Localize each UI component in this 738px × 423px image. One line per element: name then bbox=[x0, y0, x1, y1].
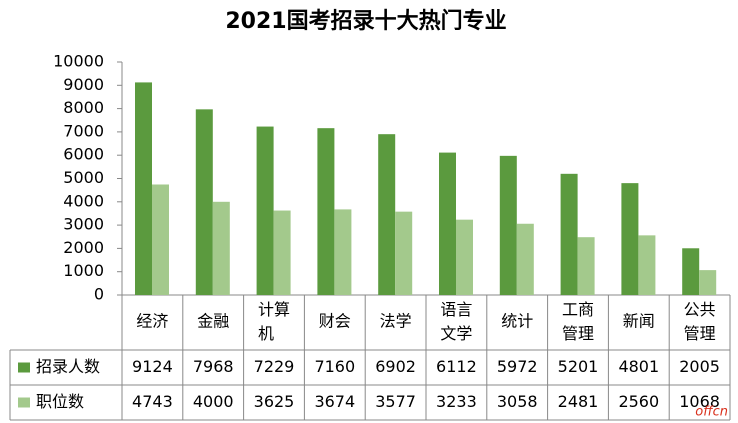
bar bbox=[135, 82, 152, 295]
bar bbox=[577, 237, 595, 295]
x-tick-label: 财会 bbox=[319, 312, 351, 331]
y-tick-label: 3000 bbox=[63, 215, 104, 234]
y-tick-label: 5000 bbox=[63, 168, 104, 187]
y-tick-label: 10000 bbox=[53, 52, 104, 71]
label-line: 工商 bbox=[562, 300, 594, 319]
label-line: 语言 bbox=[440, 300, 472, 319]
y-tick-label: 7000 bbox=[63, 121, 104, 140]
table-value: 4743 bbox=[132, 392, 173, 411]
table-value: 4801 bbox=[618, 357, 659, 376]
bar bbox=[682, 248, 700, 295]
label-line: 计算 bbox=[258, 300, 290, 319]
y-tick-label: 0 bbox=[94, 285, 104, 304]
table-value: 3233 bbox=[436, 392, 477, 411]
table-value: 7160 bbox=[314, 357, 355, 376]
bar bbox=[334, 209, 352, 295]
table-value: 6112 bbox=[436, 357, 477, 376]
label-line: 管理 bbox=[562, 324, 594, 343]
label-line: 管理 bbox=[684, 324, 716, 343]
x-tick-label: 工商管理 bbox=[562, 300, 594, 343]
legend-label: 招录人数 bbox=[36, 357, 100, 376]
bar bbox=[256, 126, 274, 295]
label-line: 公共 bbox=[684, 300, 716, 319]
table-value: 5201 bbox=[558, 357, 599, 376]
table-value: 9124 bbox=[132, 357, 173, 376]
table-value: 2560 bbox=[618, 392, 659, 411]
bar bbox=[638, 235, 656, 295]
x-tick-label: 新闻 bbox=[623, 312, 655, 331]
bar bbox=[152, 184, 169, 295]
table-value: 4000 bbox=[193, 392, 234, 411]
table-value: 1068 bbox=[679, 392, 720, 411]
y-tick-label: 4000 bbox=[63, 191, 104, 210]
table-value: 5972 bbox=[497, 357, 538, 376]
bar bbox=[516, 223, 534, 295]
x-tick-label: 法学 bbox=[380, 312, 412, 331]
label-line: 文学 bbox=[440, 324, 472, 343]
table-value: 3058 bbox=[497, 392, 538, 411]
y-tick-label: 9000 bbox=[63, 75, 104, 94]
chart-title: 2021国考招录十大热门专业 bbox=[225, 8, 506, 34]
table-value: 7229 bbox=[254, 357, 295, 376]
bar bbox=[621, 183, 639, 295]
bar bbox=[195, 109, 213, 295]
bar bbox=[456, 219, 473, 295]
y-tick-label: 6000 bbox=[63, 145, 104, 164]
table-value: 2005 bbox=[679, 357, 720, 376]
y-tick-label: 8000 bbox=[63, 98, 104, 117]
y-tick-label: 2000 bbox=[63, 238, 104, 257]
x-tick-label: 公共管理 bbox=[684, 300, 716, 343]
x-tick-label: 语言文学 bbox=[440, 300, 472, 343]
table-value: 6902 bbox=[375, 357, 416, 376]
legend-swatch bbox=[18, 362, 30, 373]
x-tick-label: 计算机 bbox=[258, 300, 290, 343]
watermark: offcn bbox=[695, 405, 728, 420]
bar bbox=[212, 201, 230, 295]
bar bbox=[395, 211, 413, 295]
x-tick-label: 金融 bbox=[197, 312, 229, 331]
legend-swatch bbox=[18, 397, 30, 408]
bar bbox=[699, 270, 717, 295]
x-tick-label: 统计 bbox=[501, 312, 533, 331]
bar bbox=[317, 128, 335, 295]
table-value: 7968 bbox=[193, 357, 234, 376]
table-value: 3674 bbox=[314, 392, 355, 411]
bar bbox=[499, 155, 517, 295]
bar bbox=[439, 152, 456, 295]
table-value: 3625 bbox=[254, 392, 295, 411]
legend-label: 职位数 bbox=[36, 392, 84, 411]
table-value: 3577 bbox=[375, 392, 416, 411]
bar bbox=[273, 210, 291, 295]
bar bbox=[560, 173, 578, 295]
label-line: 机 bbox=[258, 324, 274, 343]
table-value: 2481 bbox=[558, 392, 599, 411]
bar bbox=[378, 134, 396, 295]
x-tick-label: 经济 bbox=[136, 312, 168, 331]
y-tick-label: 1000 bbox=[63, 261, 104, 280]
